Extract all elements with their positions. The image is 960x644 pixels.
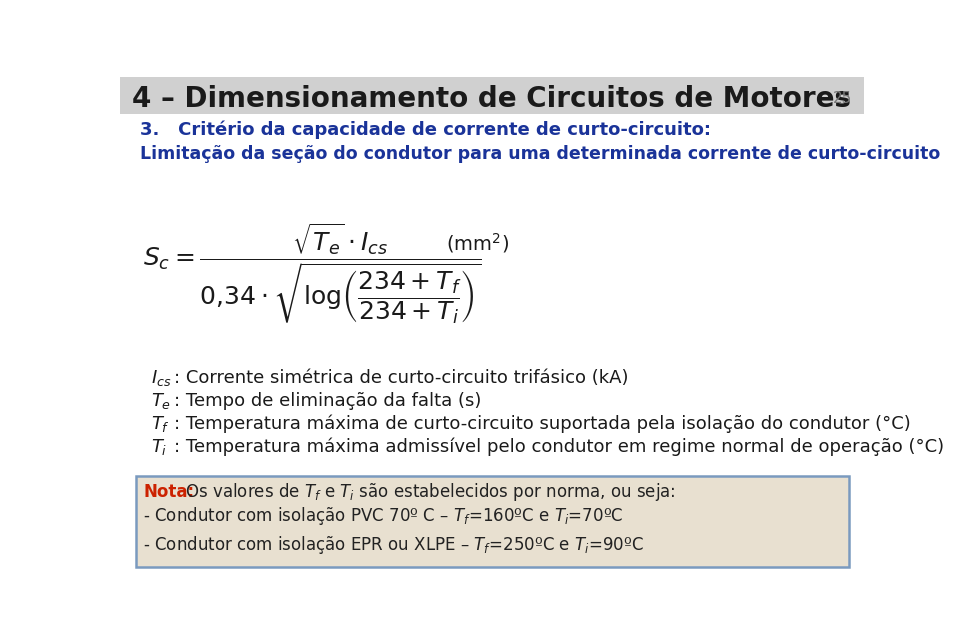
Text: $S_c = \dfrac{\sqrt{T_e} \cdot I_{cs}}{0{,}34 \cdot \sqrt{\log\!\left(\dfrac{234: $S_c = \dfrac{\sqrt{T_e} \cdot I_{cs}}{0… — [143, 221, 482, 326]
Text: 4 – Dimensionamento de Circuitos de Motores: 4 – Dimensionamento de Circuitos de Moto… — [132, 85, 852, 113]
FancyBboxPatch shape — [135, 476, 849, 567]
Text: Limitação da seção do condutor para uma determinada corrente de curto-circuito: Limitação da seção do condutor para uma … — [140, 146, 941, 164]
Text: 3.   Critério da capacidade de corrente de curto-circuito:: 3. Critério da capacidade de corrente de… — [140, 120, 711, 139]
Text: - Condutor com isolação PVC 70º C – $T_f$=160ºC e $T_i$=70ºC: - Condutor com isolação PVC 70º C – $T_f… — [143, 505, 624, 527]
Text: $T_i$: $T_i$ — [151, 437, 167, 457]
Text: : Tempo de eliminação da falta (s): : Tempo de eliminação da falta (s) — [175, 392, 482, 410]
Text: $T_e$: $T_e$ — [151, 391, 171, 411]
FancyBboxPatch shape — [120, 77, 864, 114]
Text: : Temperatura máxima admissível pelo condutor em regime normal de operação (°C): : Temperatura máxima admissível pelo con… — [175, 438, 945, 456]
Text: 25: 25 — [833, 91, 852, 106]
Text: $I_{cs}$: $I_{cs}$ — [151, 368, 172, 388]
Text: : Corrente simétrica de curto-circuito trifásico (kA): : Corrente simétrica de curto-circuito t… — [175, 368, 629, 386]
Text: $T_f$: $T_f$ — [151, 414, 170, 434]
Text: Nota:: Nota: — [143, 482, 194, 500]
Text: : Temperatura máxima de curto-circuito suportada pela isolação do condutor (°C): : Temperatura máxima de curto-circuito s… — [175, 415, 911, 433]
Text: $(\mathrm{mm}^2)$: $(\mathrm{mm}^2)$ — [445, 231, 509, 255]
Text: - Condutor com isolação EPR ou XLPE – $T_f$=250ºC e $T_i$=90ºC: - Condutor com isolação EPR ou XLPE – $T… — [143, 535, 644, 556]
Text: Os valores de $T_f$ e $T_i$ são estabelecidos por norma, ou seja:: Os valores de $T_f$ e $T_i$ são estabele… — [180, 480, 676, 502]
